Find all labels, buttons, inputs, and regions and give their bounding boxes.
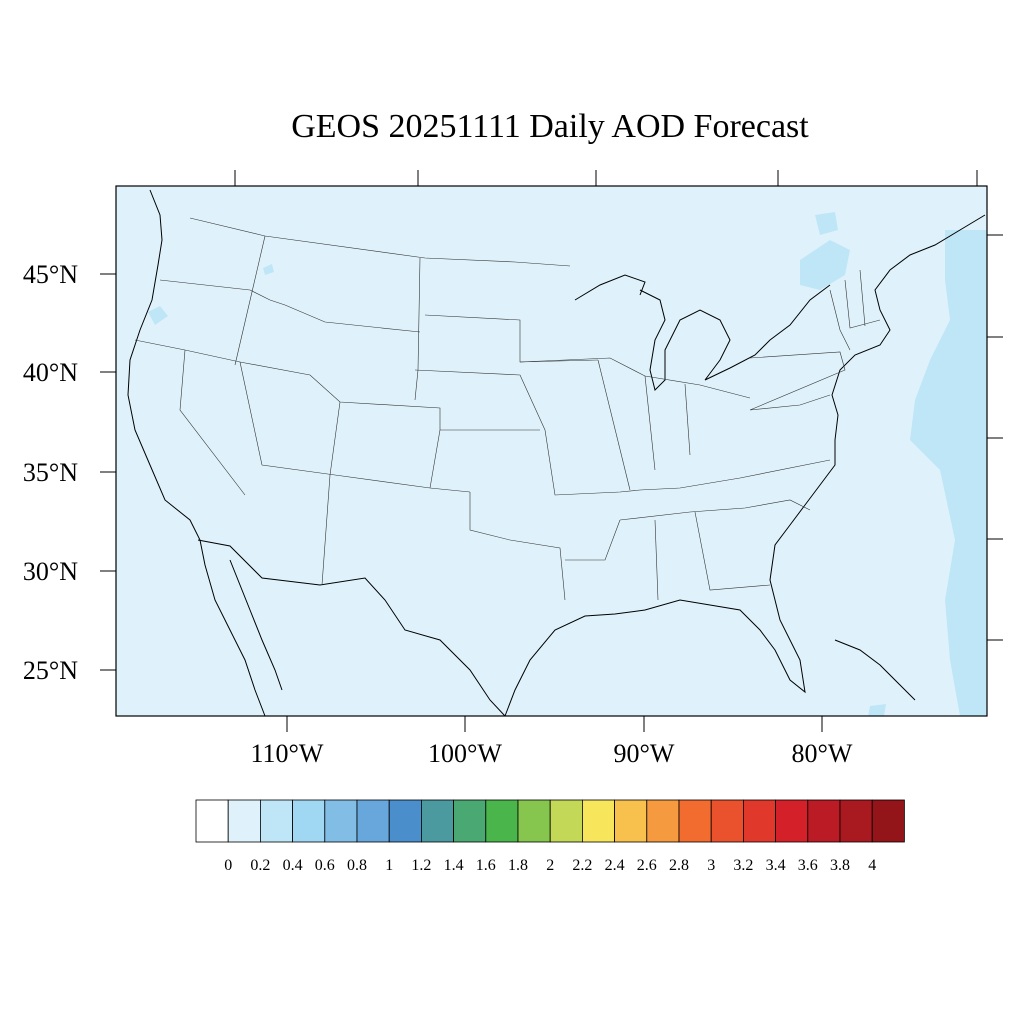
colorbar bbox=[195, 799, 905, 843]
colorbar-label: 2.2 bbox=[572, 857, 592, 874]
colorbar-label: 3.2 bbox=[733, 857, 753, 874]
lon-label-90w: 90°W bbox=[614, 739, 675, 768]
colorbar-label: 0.8 bbox=[347, 857, 367, 874]
colorbar-swatch bbox=[582, 799, 616, 843]
colorbar-swatch bbox=[292, 799, 326, 843]
map-ticks bbox=[100, 170, 1003, 732]
colorbar-label: 0.2 bbox=[250, 857, 270, 874]
colorbar-label: 0.4 bbox=[283, 857, 303, 874]
colorbar-swatch bbox=[259, 799, 293, 843]
colorbar-swatch bbox=[646, 799, 680, 843]
colorbar-label: 2 bbox=[546, 857, 554, 874]
colorbar-swatch bbox=[871, 799, 905, 843]
colorbar-swatch bbox=[678, 799, 712, 843]
coastlines bbox=[127, 189, 986, 717]
colorbar-label: 1.4 bbox=[444, 857, 464, 874]
colorbar-label: 1.2 bbox=[411, 857, 431, 874]
map-frame bbox=[115, 185, 988, 717]
colorbar-swatch bbox=[195, 799, 229, 843]
colorbar-label: 3 bbox=[707, 857, 715, 874]
colorbar-swatch bbox=[775, 799, 809, 843]
colorbar-label: 1 bbox=[385, 857, 393, 874]
lat-label-45n: 45°N bbox=[23, 260, 78, 289]
colorbar-swatch bbox=[356, 799, 390, 843]
colorbar-swatch bbox=[549, 799, 583, 843]
colorbar-swatch bbox=[807, 799, 841, 843]
lon-label-100w: 100°W bbox=[428, 739, 502, 768]
chart-title: GEOS 20251111 Daily AOD Forecast bbox=[291, 108, 809, 145]
colorbar-swatch bbox=[420, 799, 454, 843]
lon-label-80w: 80°W bbox=[792, 739, 853, 768]
colorbar-swatch bbox=[743, 799, 777, 843]
colorbar-label: 3.6 bbox=[798, 857, 818, 874]
colorbar-label: 1.8 bbox=[508, 857, 528, 874]
colorbar-label: 2.4 bbox=[605, 857, 625, 874]
colorbar-labels: 0 0.2 0.4 0.6 0.8 1 1.2 1.4 1.6 1.8 2 2.2 2.4 2.6 2.8 3… bbox=[224, 857, 876, 874]
colorbar-swatch bbox=[485, 799, 519, 843]
colorbar-swatch bbox=[227, 799, 261, 843]
colorbar-swatch bbox=[517, 799, 551, 843]
colorbar-label: 0.6 bbox=[315, 857, 335, 874]
lat-label-40n: 40°N bbox=[23, 358, 78, 387]
aod-higher-patches bbox=[148, 212, 987, 716]
colorbar-label: 3.8 bbox=[830, 857, 850, 874]
colorbar-swatch bbox=[453, 799, 487, 843]
colorbar-label: 4 bbox=[868, 857, 876, 874]
colorbar-label: 1.6 bbox=[476, 857, 496, 874]
colorbar-swatch bbox=[710, 799, 744, 843]
colorbar-label: 3.4 bbox=[766, 857, 786, 874]
colorbar-label: 2.8 bbox=[669, 857, 689, 874]
lat-label-35n: 35°N bbox=[23, 458, 78, 487]
colorbar-swatch bbox=[324, 799, 358, 843]
lat-label-25n: 25°N bbox=[23, 656, 78, 685]
colorbar-label: 2.6 bbox=[637, 857, 657, 874]
map-background bbox=[116, 186, 987, 716]
colorbar-label: 0 bbox=[224, 857, 232, 874]
lat-label-30n: 30°N bbox=[23, 557, 78, 586]
colorbar-swatch bbox=[839, 799, 873, 843]
state-borders bbox=[134, 217, 881, 601]
colorbar-swatch bbox=[388, 799, 422, 843]
lon-label-110w: 110°W bbox=[251, 739, 324, 768]
colorbar-swatch bbox=[614, 799, 648, 843]
